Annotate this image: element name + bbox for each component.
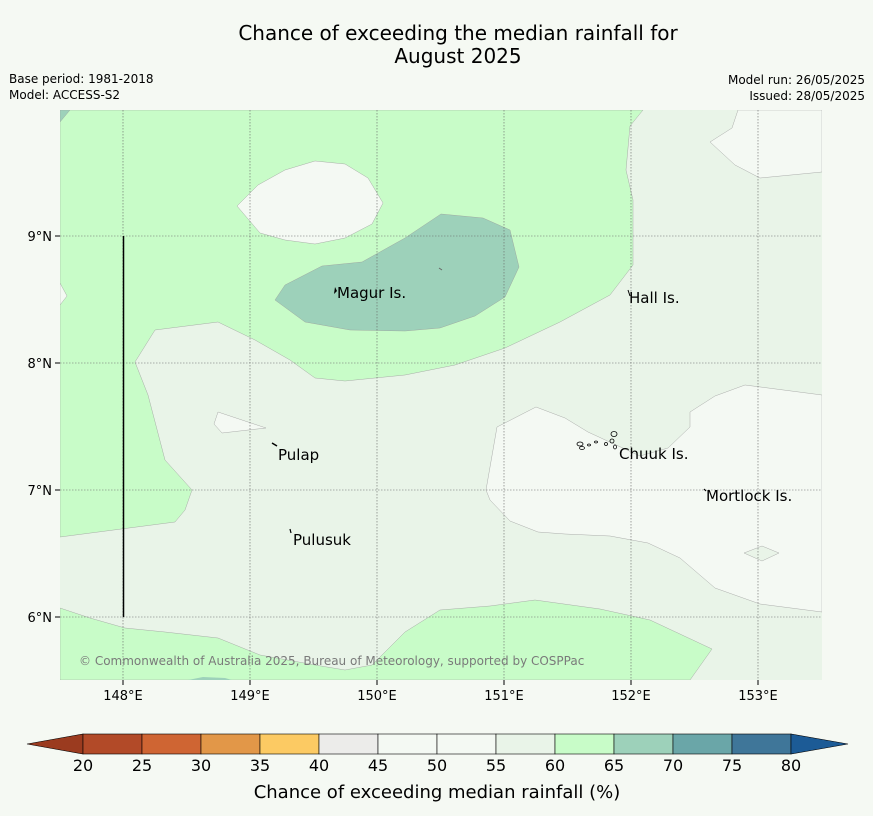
label-magur: Magur Is.: [337, 284, 406, 302]
region-left-bump: [60, 282, 68, 306]
hall-island-shape: [627, 289, 631, 297]
pulap-island-shape: [271, 442, 278, 447]
colorbar-tick-label: 40: [309, 756, 329, 775]
colorbar-tick-label: 50: [427, 756, 447, 775]
chuuk-island-shapes: [576, 431, 618, 450]
region-65-70: [274, 213, 520, 332]
colorbar-tick-label: 25: [132, 756, 152, 775]
colorbar-segment: [200, 733, 261, 755]
colorbar-tick-label: 65: [604, 756, 624, 775]
lat-label-9n: 9°N: [28, 230, 53, 245]
meta-right: Model run: 26/05/2025 Issued: 28/05/2025: [728, 72, 865, 104]
lat-label-8n: 8°N: [28, 357, 53, 372]
colorbar-segment: [436, 733, 497, 755]
colorbar-segment: [318, 733, 379, 755]
region-60-65-south: [60, 599, 713, 680]
title-line-2: August 2025: [394, 44, 522, 68]
label-pulap: Pulap: [278, 446, 319, 464]
label-mortlock: Mortlock Is.: [706, 487, 792, 505]
lat-ticks: [55, 235, 60, 618]
colorbar-segment: [82, 733, 143, 755]
colorbar-segment: [613, 733, 674, 755]
lat-label-6n: 6°N: [28, 611, 53, 626]
colorbar-segment: [672, 733, 733, 755]
region-45-50-northeast: [709, 110, 822, 179]
colorbar: 20 25 30 35 40 45 50 55 60 65 70 75 80: [26, 733, 849, 775]
pulusuk-island-shape: [289, 528, 292, 534]
colorbar-tick-label: 60: [545, 756, 565, 775]
chart-title: Chance of exceeding the median rainfall …: [0, 22, 873, 68]
region-45-50-north: [236, 160, 384, 245]
lon-label-151e: 151°E: [484, 689, 524, 704]
colorbar-tick-label: 20: [73, 756, 93, 775]
region-south-teal: [188, 677, 232, 680]
colorbar-tick-label: 55: [486, 756, 506, 775]
issued-date: Issued: 28/05/2025: [749, 89, 865, 103]
model-name: Model: ACCESS-S2: [9, 88, 121, 102]
lon-label-150e: 150°E: [357, 689, 397, 704]
small-island-shape: [438, 267, 443, 271]
colorbar-segment: [259, 733, 320, 755]
colorbar-segment: [495, 733, 556, 755]
colorbar-tick-label: 80: [781, 756, 801, 775]
region-corner-patch: [60, 110, 71, 123]
lon-label-152e: 152°E: [611, 689, 651, 704]
colorbar-segment: [377, 733, 438, 755]
magur-island-shape: [334, 287, 337, 294]
copyright-notice: © Commonwealth of Australia 2025, Bureau…: [79, 654, 584, 668]
colorbar-segment: [731, 733, 792, 755]
label-hall: Hall Is.: [629, 289, 680, 307]
colorbar-segment: [141, 733, 202, 755]
colorbar-tick-label: 75: [722, 756, 742, 775]
colorbar-tick-label: 35: [250, 756, 270, 775]
map-area: Magur Is. Hall Is. Pulap Chuuk Is. Mortl…: [60, 110, 822, 680]
colorbar-tick-label: 30: [191, 756, 211, 775]
region-45-50-east: [485, 384, 822, 613]
title-line-1: Chance of exceeding the median rainfall …: [238, 21, 678, 45]
colorbar-under-arrow: [26, 733, 84, 755]
lon-label-149e: 149°E: [230, 689, 270, 704]
colorbar-title: Chance of exceeding median rainfall (%): [254, 782, 621, 803]
mortlock-island-shape: [703, 488, 707, 492]
lon-label-153e: 153°E: [738, 689, 778, 704]
model-run: Model run: 26/05/2025: [727, 73, 865, 87]
lat-label-7n: 7°N: [28, 484, 53, 499]
label-chuuk: Chuuk Is.: [619, 445, 688, 463]
colorbar-tick-label: 45: [368, 756, 388, 775]
colorbar-segment: [554, 733, 615, 755]
lon-label-148e: 148°E: [103, 689, 143, 704]
lon-ticks: [122, 680, 759, 685]
label-pulusuk: Pulusuk: [293, 531, 351, 549]
region-diamond: [743, 545, 780, 562]
colorbar-tick-label: 70: [663, 756, 683, 775]
colorbar-over-arrow: [790, 733, 849, 755]
meta-left: Base period: 1981-2018 Model: ACCESS-S2: [9, 71, 154, 103]
base-period: Base period: 1981-2018: [9, 72, 154, 86]
gridlines: [60, 110, 822, 680]
